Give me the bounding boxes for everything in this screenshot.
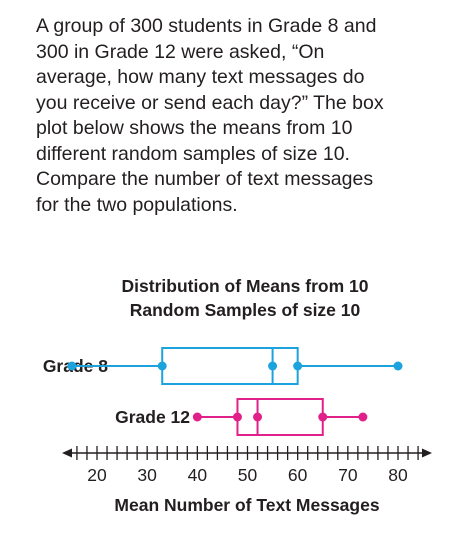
chart-title-line: Random Samples of size 10 — [129, 300, 361, 320]
problem-line: you receive or send each day?” The box — [36, 91, 384, 114]
point-median — [253, 412, 263, 422]
problem-line: plot below shows the means from 10 — [36, 117, 353, 139]
x-tick-label: 20 — [87, 465, 107, 485]
point-median — [268, 361, 278, 371]
problem-line: different random samples of size 10. — [36, 142, 350, 165]
point-max — [358, 412, 368, 422]
x-tick-label: 30 — [137, 465, 157, 485]
problem-line: Compare the number of text messages — [36, 168, 374, 190]
problem-line: A group of 300 students in Grade 8 and — [36, 15, 377, 37]
problem-line: 300 in Grade 12 were asked, “On — [36, 40, 325, 63]
chart-title: Distribution of Means from 10 Random Sam… — [40, 274, 450, 322]
box-q1-q3 — [161, 347, 299, 385]
problem-text: A group of 300 students in Grade 8 and 3… — [36, 14, 446, 218]
x-tick-label: 40 — [188, 465, 208, 485]
series-label: Grade 12 — [115, 407, 190, 427]
point-q3 — [293, 361, 303, 371]
point-q1 — [157, 361, 167, 371]
x-axis-left-arrow — [62, 448, 72, 458]
x-tick-label: 50 — [238, 465, 258, 485]
x-tick-label: 70 — [338, 465, 358, 485]
point-min — [192, 412, 202, 422]
x-axis-label: Mean Number of Text Messages — [114, 495, 379, 515]
problem-line: average, how many text messages do — [36, 66, 365, 88]
x-axis-right-arrow — [422, 448, 432, 458]
point-q3 — [318, 412, 328, 422]
point-max — [393, 361, 403, 371]
point-min — [67, 361, 77, 371]
chart-title-line: Distribution of Means from 10 — [121, 276, 369, 296]
box-q1-q3 — [236, 398, 324, 436]
point-q1 — [232, 412, 242, 422]
x-tick-label: 60 — [288, 465, 308, 485]
x-tick-label: 80 — [388, 465, 408, 485]
problem-line: for the two populations. — [36, 193, 238, 216]
